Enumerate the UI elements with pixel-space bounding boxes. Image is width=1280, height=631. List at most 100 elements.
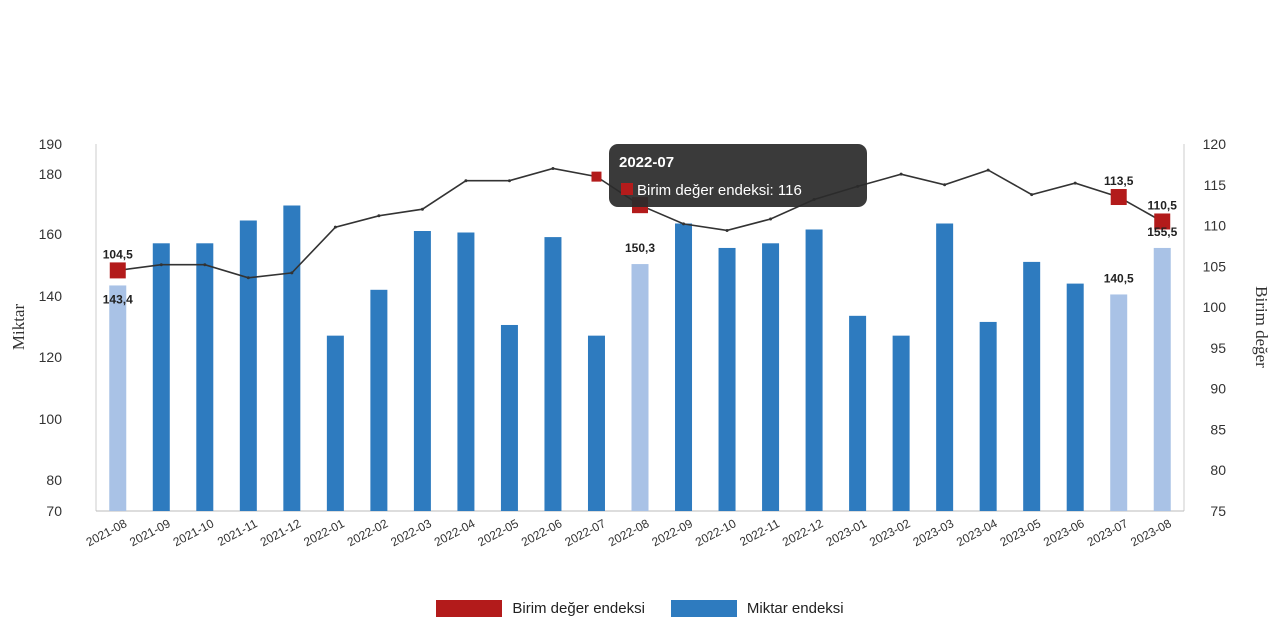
chart: 70 80 100 120 140 160 180 190 75 80 85 90 95 100 105 11… [9,136,1271,549]
bars [109,205,1171,512]
x-tick-label: 2023-05 [998,516,1044,549]
y-left-tick-label: 120 [39,349,63,365]
x-tick-label: 2021-08 [84,516,130,549]
x-tick-label: 2023-04 [954,516,1000,549]
y-right-tick-label: 105 [1203,258,1227,274]
y-right-tick-label: 100 [1203,299,1227,315]
x-tick-label: 2022-11 [737,516,782,549]
tooltip: 2022-07 Birim değer endeksi: 116 [591,144,867,207]
line-point [986,168,990,172]
y-right-tick-label: 85 [1210,421,1226,437]
x-tick-label: 2022-04 [432,516,478,549]
bar [152,243,170,512]
x-tick-label: 2022-02 [345,516,391,549]
x-tick-label: 2023-07 [1085,516,1131,549]
x-tick-label: 2022-10 [693,516,739,549]
x-tick-label: 2023-06 [1041,516,1087,549]
y-right-tick-label: 115 [1204,177,1227,193]
x-tick-label: 2023-03 [911,516,957,549]
x-tick-label: 2021-10 [171,516,217,549]
legend-item-birim[interactable]: Birim değer endeksi [436,599,645,617]
line-point [682,222,686,226]
x-tick-label: 2021-09 [127,516,173,549]
line-point [377,214,381,218]
tooltip-text: Birim değer endeksi: 116 [637,182,802,199]
line-point [551,166,555,170]
x-tick-label: 2021-11 [215,516,260,549]
bar [1023,261,1041,511]
line-point [943,183,947,187]
legend-item-miktar[interactable]: Miktar endeksi [670,599,844,617]
y-right-tick-label: 95 [1210,340,1226,356]
bar [1153,247,1171,511]
bar [979,321,997,511]
bar [849,315,867,511]
line-point [899,172,903,176]
line-marker [1154,213,1171,230]
y-left-tick-label: 70 [46,503,62,519]
x-tick-label: 2023-01 [824,516,870,549]
bar [805,229,823,511]
bar [936,223,954,511]
line-point [333,225,337,229]
bar [413,231,431,511]
x-tick-label: 2022-01 [301,516,347,549]
x-tick-label: 2022-08 [606,516,652,549]
line-marker [1110,189,1127,206]
bar [544,237,562,511]
bar [109,285,127,511]
data-label: 140,5 [1104,271,1134,285]
line-point [1030,193,1034,197]
y-right-tick-label: 120 [1203,136,1227,152]
data-label: 155,5 [1147,225,1177,239]
y-left-tick-label: 140 [39,288,63,304]
y-left-axis-title: Miktar [9,304,28,351]
legend-label-birim: Birim değer endeksi [512,599,645,617]
data-labels: 104,5 143,4 150,3 113,5 140,5 110,5 155,5 [103,174,1178,306]
bar [500,324,518,511]
bar [370,289,388,511]
x-tick-label: 2023-02 [867,516,913,549]
tooltip-swatch [621,183,633,195]
bar [718,247,736,511]
bar [196,243,214,512]
legend-swatch-miktar [670,599,737,617]
y-right-tick-label: 80 [1210,462,1226,478]
y-left-tick-label: 190 [39,136,63,152]
line-point [769,217,773,221]
bar [1110,294,1128,511]
y-right-axis-title: Birim değer [1252,286,1271,368]
x-tick-label: 2022-07 [562,516,608,549]
bar [457,232,475,511]
bar [1066,283,1084,511]
y-left-tick-label: 100 [39,411,63,427]
bar [283,205,301,511]
y-left-tick-label: 80 [46,472,62,488]
tooltip-anchor-marker [591,171,602,182]
y-left-tick-label: 160 [39,226,63,242]
bar [326,335,344,511]
line-point [464,179,468,183]
tooltip-box [609,144,867,207]
y-left-tick-label: 180 [39,166,63,182]
data-label: 113,5 [1104,174,1134,188]
line-point [159,263,163,267]
bar [239,220,257,511]
legend-label-miktar: Miktar endeksi [746,599,844,617]
y-right-tick-label: 90 [1210,381,1226,397]
bar [762,243,780,512]
line-point [1073,181,1077,185]
x-tick-label: 2021-12 [258,516,304,549]
legend-swatch-birim [436,599,503,617]
line-point [507,179,511,183]
bar [892,335,910,511]
bar [631,264,649,511]
legend: Birim değer endeksi Miktar endeksi [0,596,1280,620]
line-point [290,271,294,275]
data-label: 104,5 [103,247,133,261]
x-tick-label: 2022-06 [519,516,565,549]
data-label: 110,5 [1148,198,1178,212]
line-marker [109,262,126,279]
x-tick-label: 2022-09 [649,516,695,549]
y-right-tick-label: 110 [1204,218,1227,234]
